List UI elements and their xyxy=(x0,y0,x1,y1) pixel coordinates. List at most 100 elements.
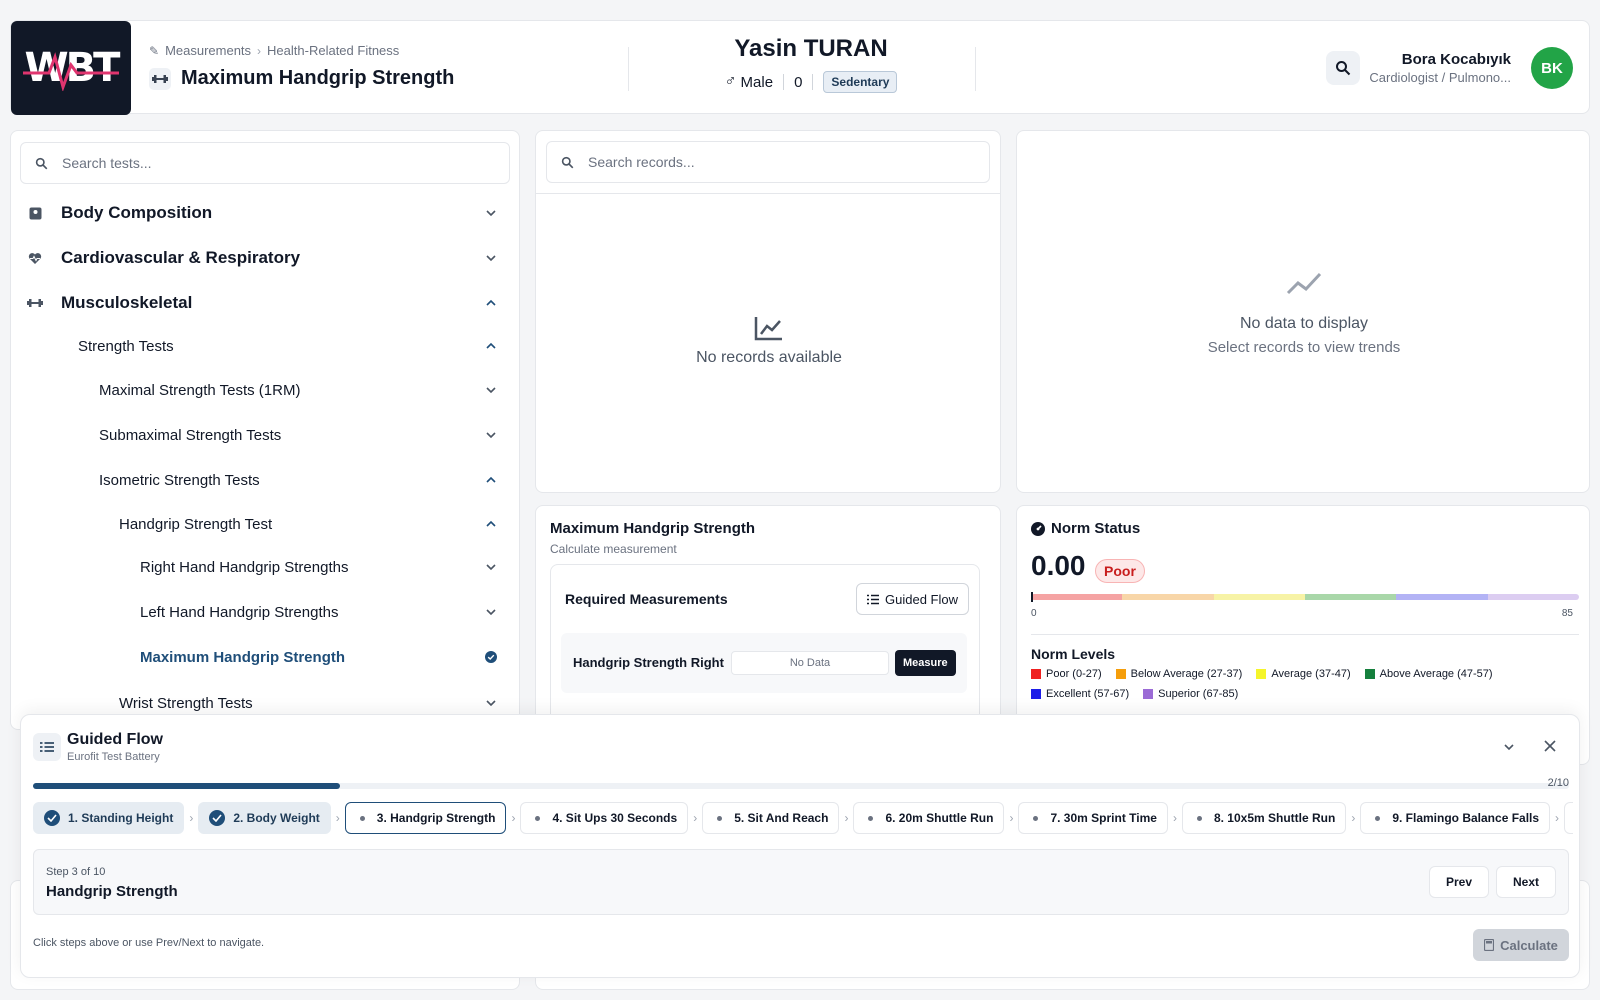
tree-item-submaximal-strength[interactable]: Submaximal Strength Tests xyxy=(11,426,511,444)
measure-button[interactable]: Measure xyxy=(895,650,956,676)
calculate-button[interactable]: Calculate xyxy=(1473,929,1569,961)
user-name: Bora Kocabıyık xyxy=(1401,51,1511,68)
close-icon[interactable] xyxy=(1541,737,1559,755)
step-chip[interactable]: 1. Standing Height xyxy=(33,802,185,834)
chevron-down-icon xyxy=(486,700,496,707)
tree-item-left-hand[interactable]: Left Hand Handgrip Strengths xyxy=(11,603,511,621)
chevron-down-icon xyxy=(486,210,496,217)
tree-label: Handgrip Strength Test xyxy=(119,515,273,533)
prev-button[interactable]: Prev xyxy=(1429,866,1489,898)
records-empty-text: No records available xyxy=(696,349,842,366)
norm-scale-bar xyxy=(1031,594,1579,600)
chevron-right-icon: › xyxy=(693,811,698,825)
user-info[interactable]: Bora Kocabıyık Cardiologist / Pulmono... xyxy=(1369,51,1511,85)
step-label: 2. Body Weight xyxy=(233,811,320,825)
header-divider xyxy=(628,47,629,91)
step-dot-icon xyxy=(868,815,874,821)
chevron-up-icon xyxy=(486,476,496,483)
trends-empty-sub: Select records to view trends xyxy=(1207,339,1401,356)
level-swatch xyxy=(1364,669,1375,679)
tree-item-isometric-strength[interactable]: Isometric Strength Tests xyxy=(11,471,511,489)
tree-label: Maximal Strength Tests (1RM) xyxy=(99,381,301,399)
chevron-down-icon xyxy=(486,564,496,571)
step-chip[interactable]: 9. Flamingo Balance Falls xyxy=(1360,802,1551,834)
level-label: Superior (67-85) xyxy=(1158,688,1239,700)
step-chip[interactable]: 3. Handgrip Strength xyxy=(344,802,507,834)
trends-empty-title: No data to display xyxy=(1239,315,1369,332)
level-swatch xyxy=(1256,669,1267,679)
tree-item-right-hand[interactable]: Right Hand Handgrip Strengths xyxy=(11,558,511,576)
norm-scale-segment xyxy=(1487,594,1579,600)
step-dot-icon xyxy=(535,815,541,821)
tree-item-maximum-handgrip[interactable]: Maximum Handgrip Strength xyxy=(11,648,511,666)
step-dot-icon xyxy=(717,815,723,821)
trend-line-icon xyxy=(1286,272,1322,295)
chevron-down-icon xyxy=(486,387,496,394)
step-chip[interactable]: 6. 20m Shuttle Run xyxy=(853,802,1005,834)
step-chip[interactable]: 7. 30m Sprint Time xyxy=(1018,802,1168,834)
patient-gender: Male xyxy=(740,73,774,91)
breadcrumb-item-health-fitness[interactable]: Health-Related Fitness xyxy=(267,43,400,58)
patient-name: Yasin TURAN xyxy=(734,35,888,62)
tree-label: Left Hand Handgrip Strengths xyxy=(140,603,339,621)
chevron-down-icon[interactable] xyxy=(1501,739,1517,755)
norm-scale-segment xyxy=(1396,594,1488,600)
guided-flow-panel: Guided Flow Eurofit Test Battery 2/10 1.… xyxy=(20,714,1580,978)
breadcrumb-item-measurements[interactable]: Measurements xyxy=(165,43,252,58)
step-chip[interactable]: 4. Sit Ups 30 Seconds xyxy=(520,802,689,834)
step-label: 3. Handgrip Strength xyxy=(376,811,496,825)
meta-divider xyxy=(812,74,814,90)
level-swatch xyxy=(1031,689,1041,699)
guided-flow-steps: 1. Standing Height › 2. Body Weight › 3. Han… xyxy=(33,801,1573,835)
panel-divider xyxy=(536,193,1000,194)
step-chip[interactable]: 8. 10x5m Shuttle Run xyxy=(1181,802,1347,834)
tree-item-body-composition[interactable]: Body Composition xyxy=(11,203,511,222)
meta-divider xyxy=(783,74,785,90)
norm-levels-title: Norm Levels xyxy=(1031,646,1116,662)
next-button[interactable]: Next xyxy=(1496,866,1556,898)
patient-meta: ♂ Male 0 Sedentary xyxy=(651,71,971,93)
current-step-card: Step 3 of 10 Handgrip Strength Prev Next xyxy=(33,849,1569,915)
step-label: 6. 20m Shuttle Run xyxy=(885,811,994,825)
tree-item-wrist-strength[interactable]: Wrist Strength Tests xyxy=(11,694,511,712)
app-logo[interactable]: WBT xyxy=(11,21,131,115)
tree-label: Body Composition xyxy=(61,203,213,222)
tree-label: Musculoskeletal xyxy=(61,293,193,312)
header-search-button[interactable] xyxy=(1326,51,1360,85)
norm-level: Poor (0-27) xyxy=(1031,668,1102,680)
norm-levels-legend: Poor (0-27) Below Average (27-37) Averag… xyxy=(1031,668,1581,700)
norm-level: Above Average (47-57) xyxy=(1364,668,1493,680)
tree-item-handgrip-test[interactable]: Handgrip Strength Test xyxy=(11,515,511,533)
page-title: Maximum Handgrip Strength xyxy=(181,67,455,89)
norm-status-badge: Poor xyxy=(1095,559,1145,583)
level-swatch xyxy=(1143,689,1154,699)
step-chip[interactable]: 10. Plate Tapping xyxy=(1564,802,1573,834)
tests-search-input[interactable] xyxy=(62,155,462,171)
tree-item-strength-tests[interactable]: Strength Tests xyxy=(11,337,511,355)
tests-search xyxy=(20,142,510,184)
tree-item-cardiovascular[interactable]: Cardiovascular & Respiratory xyxy=(11,248,511,267)
level-label: Poor (0-27) xyxy=(1046,668,1102,680)
header-divider xyxy=(975,47,976,91)
breadcrumb: ✎ Measurements › Health-Related Fitness xyxy=(149,43,399,58)
level-label: Excellent (57-67) xyxy=(1046,688,1130,700)
list-icon xyxy=(33,733,61,761)
step-dot-icon xyxy=(359,815,365,821)
chevron-down-icon xyxy=(486,432,496,439)
page-title-group: Maximum Handgrip Strength xyxy=(149,67,454,90)
guided-flow-button[interactable]: Guided Flow xyxy=(856,583,969,615)
check-icon xyxy=(209,810,226,826)
tree-item-maximal-strength[interactable]: Maximal Strength Tests (1RM) xyxy=(11,381,511,399)
tree-item-musculoskeletal[interactable]: Musculoskeletal xyxy=(11,293,511,312)
avatar[interactable]: BK xyxy=(1531,47,1573,89)
step-dot-icon xyxy=(1375,815,1381,821)
calc-title: Maximum Handgrip Strength xyxy=(550,520,756,537)
dumbbell-icon xyxy=(149,67,171,90)
records-search-input[interactable] xyxy=(588,154,968,170)
norm-scale-segment xyxy=(1304,594,1397,600)
step-chip[interactable]: 5. Sit And Reach xyxy=(702,802,840,834)
norm-value: 0.00 xyxy=(1031,550,1086,581)
norm-scale-segment xyxy=(1031,594,1123,600)
chevron-right-icon: › xyxy=(189,811,194,825)
step-chip[interactable]: 2. Body Weight xyxy=(198,802,331,834)
